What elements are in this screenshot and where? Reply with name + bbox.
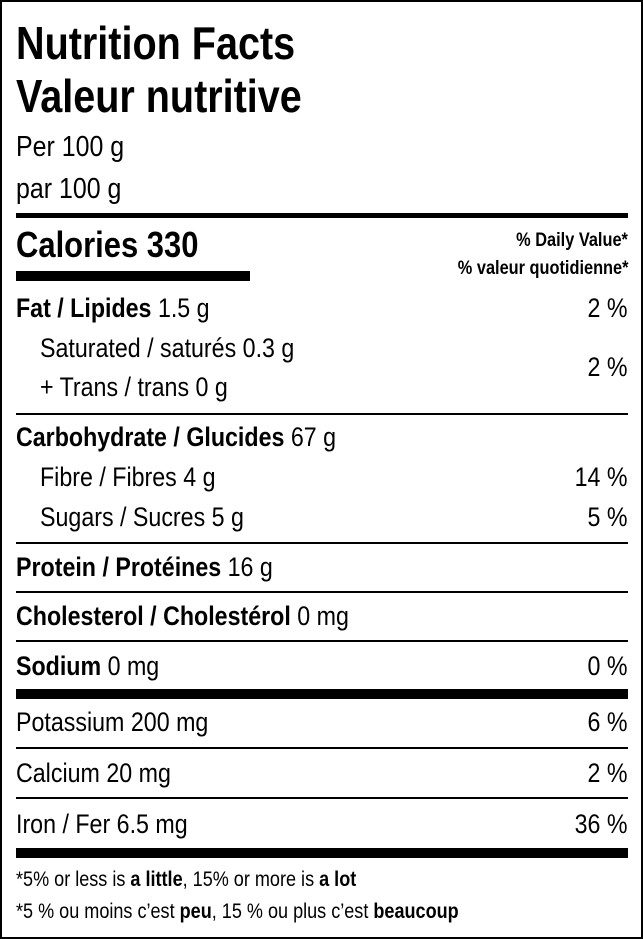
divider-thick	[16, 848, 628, 858]
cholesterol-row: Cholesterol / Cholestérol 0 mg	[16, 601, 349, 631]
calcium-row: Calcium 20 mg	[16, 758, 171, 788]
sugars-row: Sugars / Sucres 5 g	[40, 502, 244, 532]
serving-fr: par 100 g	[16, 173, 122, 205]
fibre-dv: 14 %	[575, 462, 628, 492]
sodium-dv: 0 %	[587, 651, 628, 681]
serving-en: Per 100 g	[16, 131, 125, 163]
potassium-dv: 6 %	[587, 707, 628, 737]
calcium-dv: 2 %	[587, 758, 628, 788]
calories: Calories 330	[16, 224, 198, 266]
divider-thick	[16, 213, 628, 218]
carbohydrate-row: Carbohydrate / Glucides 67 g	[16, 422, 337, 452]
iron-row: Iron / Fer 6.5 mg	[16, 809, 188, 839]
divider	[16, 640, 628, 642]
fat-dv: 2 %	[587, 293, 628, 323]
calories-value: 330	[146, 224, 199, 265]
footnote-en: *5% or less is a little, 15% or more is …	[16, 868, 357, 891]
fat-row: Fat / Lipides 1.5 g	[16, 293, 210, 323]
calories-bar	[16, 271, 250, 281]
trans-row: + Trans / trans 0 g	[40, 372, 228, 402]
iron-dv: 36 %	[575, 809, 628, 839]
title-fr: Valeur nutritive	[16, 70, 302, 122]
divider	[16, 797, 628, 799]
divider-thick	[16, 689, 628, 699]
daily-value-fr: % valeur quotidienne*	[457, 258, 628, 279]
divider	[16, 747, 628, 749]
daily-value-en: % Daily Value*	[516, 230, 628, 251]
calories-label: Calories	[16, 224, 139, 265]
title-en: Nutrition Facts	[16, 17, 296, 69]
sodium-row: Sodium 0 mg	[16, 651, 160, 681]
footnote-fr: *5 % ou moins c’est peu, 15 % ou plus c’…	[16, 900, 459, 923]
sugars-dv: 5 %	[587, 502, 628, 532]
potassium-row: Potassium 200 mg	[16, 707, 209, 737]
divider	[16, 413, 628, 415]
divider	[16, 542, 628, 544]
protein-row: Protein / Protéines 16 g	[16, 552, 273, 582]
fibre-row: Fibre / Fibres 4 g	[40, 462, 216, 492]
saturated-row: Saturated / saturés 0.3 g	[40, 333, 295, 363]
sat-trans-dv: 2 %	[587, 352, 628, 382]
divider	[16, 591, 628, 593]
